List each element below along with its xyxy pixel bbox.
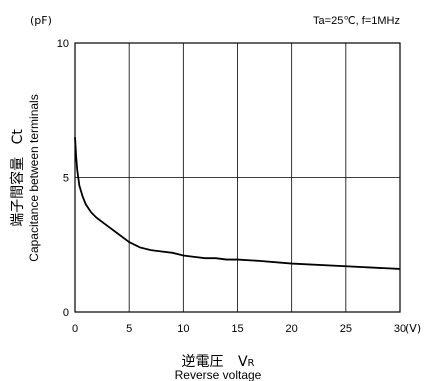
y-axis-label-en: Capacitance between terminals [27,94,41,261]
y-tick-label-1: 5 [63,173,69,185]
chart-annotation: Ta=25℃, f=1MHz [313,15,400,27]
y-unit-label: (pF) [30,14,52,27]
y-tick-label-0: 0 [63,307,69,319]
x-axis-label-jp: 逆電圧 VR [182,354,255,370]
x-tick-labels: 0 5 10 15 20 25 30 [72,323,406,335]
y-tick-label-2: 10 [57,38,69,50]
capacitance-curve [74,137,401,270]
x-axis-symbol-sub: R [248,358,255,369]
x-tick-label-3: 15 [231,323,243,335]
x-axis-label-jp-text: 逆電圧 [182,354,224,370]
y-axis-label-jp: 端子間容量 Ct [9,129,26,227]
x-unit-label: (V) [405,322,421,335]
y-axis-label-jp-text: 端子間容量 [9,157,26,227]
y-axis-symbol: Ct [10,129,26,145]
x-tick-label-6: 30 [394,323,406,335]
y-tick-labels: 0 5 10 [57,38,69,319]
plot-frame [74,42,401,313]
x-tick-label-5: 25 [340,323,352,335]
x-tick-label-2: 10 [177,323,189,335]
x-tick-label-4: 20 [286,323,298,335]
grid-lines [75,43,400,312]
x-axis-label-en: Reverse voltage [175,368,262,381]
x-axis-symbol: V [238,354,248,370]
x-tick-label-1: 5 [126,323,132,335]
x-tick-label-0: 0 [72,323,78,335]
